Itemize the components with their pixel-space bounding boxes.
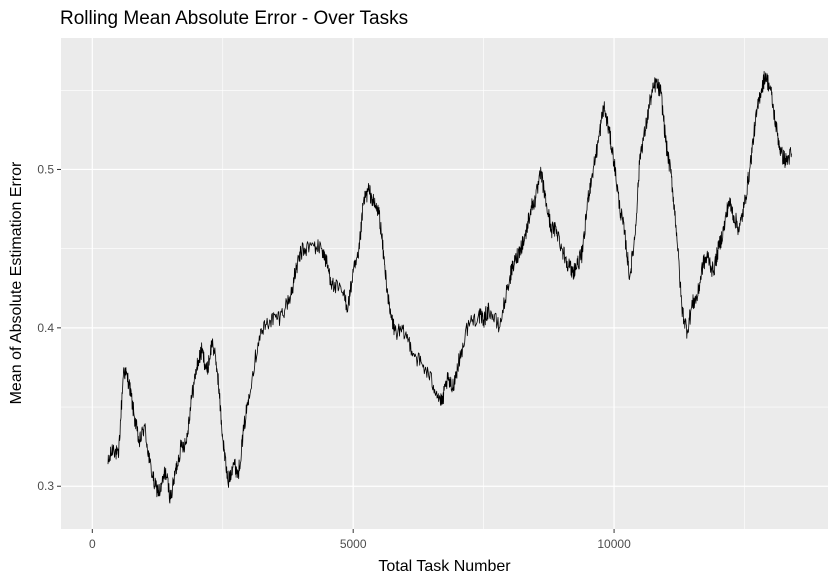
plot-panel — [61, 38, 828, 529]
x-axis-title: Total Task Number — [378, 558, 511, 575]
gridlines — [61, 38, 828, 529]
series-layer — [107, 71, 792, 504]
x-axis: 0 5000 10000 — [89, 529, 631, 551]
y-tick-label: 0.4 — [37, 321, 54, 335]
y-axis-title: Mean of Absolute Estimation Error — [8, 161, 25, 404]
y-tick-label: 0.5 — [37, 162, 54, 176]
x-tick-label: 5000 — [340, 537, 367, 551]
y-axis: 0.3 0.4 0.5 — [37, 162, 61, 493]
series-line — [107, 71, 792, 504]
y-tick-label: 0.3 — [37, 479, 54, 493]
x-tick-label: 10000 — [597, 537, 631, 551]
x-tick-label: 0 — [89, 537, 96, 551]
chart-title: Rolling Mean Absolute Error - Over Tasks — [60, 8, 409, 29]
